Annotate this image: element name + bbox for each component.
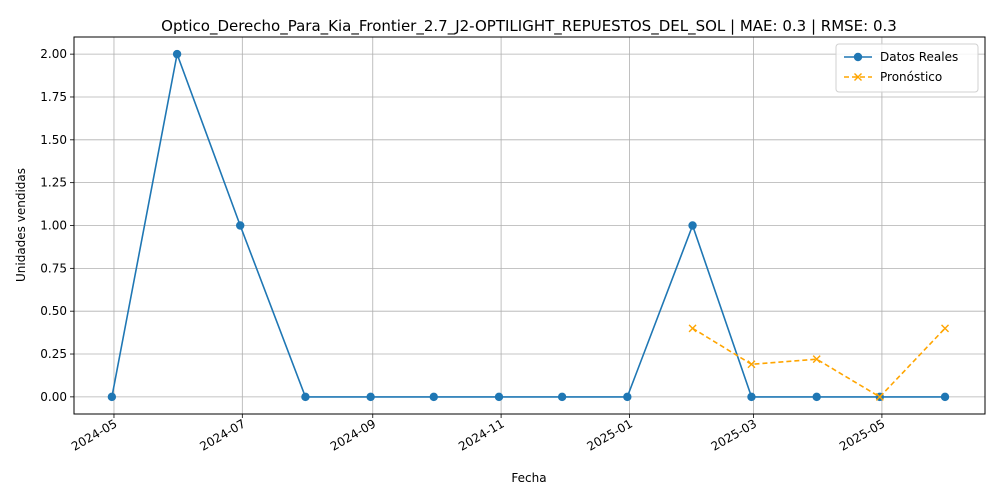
y-tick-label: 0.25 bbox=[40, 347, 67, 361]
data-point-marker bbox=[688, 221, 697, 230]
legend-label: Datos Reales bbox=[880, 50, 958, 64]
y-tick-label: 1.25 bbox=[40, 176, 67, 190]
data-point-marker bbox=[366, 392, 375, 402]
data-point-marker bbox=[107, 392, 117, 402]
data-point-marker bbox=[747, 392, 756, 402]
y-axis-label: Unidades vendidas bbox=[14, 168, 28, 282]
legend-marker bbox=[853, 52, 863, 62]
y-tick-label: 1.00 bbox=[40, 219, 67, 233]
legend-box bbox=[835, 43, 979, 93]
data-point-marker bbox=[301, 392, 310, 402]
y-axis: 0.00 0.25 0.50 0.75 1.00 1.25 1.50 1.75 2.00 bbox=[40, 47, 74, 404]
data-point-marker bbox=[623, 392, 632, 402]
data-point-marker bbox=[172, 49, 182, 59]
data-point-marker bbox=[812, 355, 821, 364]
data-point-marker bbox=[812, 392, 821, 402]
data-point-marker bbox=[940, 392, 950, 402]
data-point-marker bbox=[875, 392, 884, 401]
data-point-marker bbox=[747, 360, 756, 369]
legend: Datos Reales Pronóstico bbox=[835, 43, 979, 93]
data-point-marker bbox=[941, 324, 950, 333]
x-axis-label: Fecha bbox=[511, 471, 546, 485]
marker-stroke bbox=[812, 355, 821, 364]
legend-marker bbox=[854, 73, 862, 81]
data-point-marker bbox=[688, 324, 697, 333]
data-point-marker bbox=[557, 392, 567, 402]
marker-stroke bbox=[688, 324, 697, 333]
marker-stroke bbox=[875, 392, 884, 401]
chart-title: Optico_Derecho_Para_Kia_Frontier_2.7_J2-… bbox=[161, 17, 897, 36]
marker-stroke bbox=[747, 360, 756, 369]
y-tick-label: 0.75 bbox=[40, 261, 67, 275]
data-point-marker bbox=[236, 221, 245, 230]
series-line-0 bbox=[111, 53, 945, 398]
marker-stroke bbox=[941, 324, 950, 333]
y-tick-label: 1.75 bbox=[40, 90, 67, 104]
y-tick-label: 1.50 bbox=[40, 133, 67, 147]
data-point-marker bbox=[429, 392, 438, 402]
y-tick-label: 2.00 bbox=[40, 47, 67, 61]
data-point-marker bbox=[494, 392, 504, 402]
y-tick-label: 0.00 bbox=[40, 390, 67, 404]
y-tick-label: 0.50 bbox=[40, 304, 67, 318]
series-layer bbox=[107, 49, 950, 402]
legend-label: Pronóstico bbox=[880, 70, 942, 84]
